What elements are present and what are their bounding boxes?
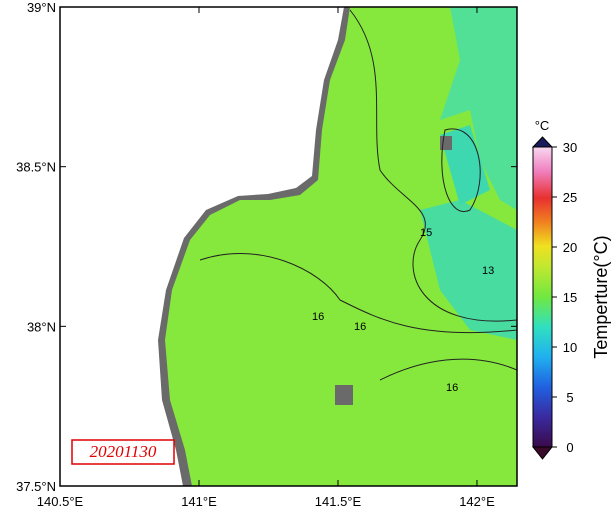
contour-label: 16 <box>354 321 366 333</box>
y-tick-label: 38°N <box>27 319 56 334</box>
y-tick-label: 39°N <box>27 0 56 15</box>
contour-line <box>441 128 481 213</box>
contour-label: 15 <box>420 227 432 239</box>
colorbar-tick-label: 0 <box>566 440 573 455</box>
x-tick-label: 141°E <box>181 494 217 509</box>
y-tick-label: 38.5°N <box>16 160 56 175</box>
colorbar-label: Temperture(°C) <box>591 235 611 358</box>
cool-water <box>440 7 517 210</box>
map-area: 15 13 16 16 16 <box>60 7 517 486</box>
land <box>60 7 344 486</box>
contour-line <box>379 358 517 381</box>
contour-label: 13 <box>482 265 494 277</box>
contour-line <box>199 253 517 334</box>
colorbar-tick-label: 25 <box>563 190 577 205</box>
colorbar-unit: °C <box>535 118 550 133</box>
colorbar-tick-label: 5 <box>566 390 573 405</box>
date-label: 20201130 <box>90 442 157 461</box>
contour-line <box>349 9 517 322</box>
x-tick-label: 142°E <box>459 494 495 509</box>
map-frame <box>59 6 518 487</box>
colorbar-tick-label: 15 <box>563 290 577 305</box>
colorbar <box>532 146 553 448</box>
y-tick-label: 37.5°N <box>16 479 56 494</box>
cool-water <box>440 125 490 205</box>
no-data <box>335 385 353 405</box>
x-tick-label: 141.5°E <box>315 494 362 509</box>
contour-label: 16 <box>312 311 324 323</box>
colorbar-tick-label: 10 <box>563 340 577 355</box>
date-box <box>71 439 175 465</box>
x-tick-label: 140.5°E <box>37 494 84 509</box>
colorbar-min-arrow <box>531 446 554 460</box>
colorbar-tick-label: 20 <box>563 240 577 255</box>
colorbar-max-arrow <box>531 136 554 148</box>
cool-water <box>420 200 517 340</box>
colorbar-tick-label: 30 <box>563 140 577 155</box>
contour-label: 16 <box>446 382 458 394</box>
